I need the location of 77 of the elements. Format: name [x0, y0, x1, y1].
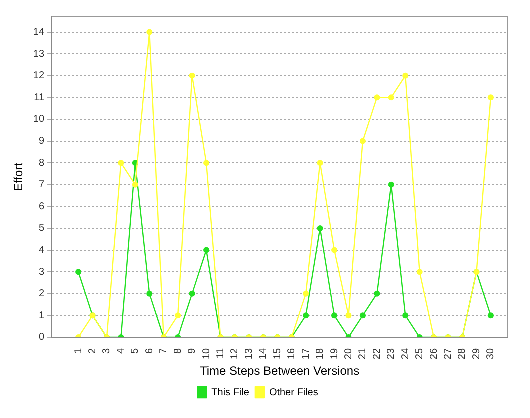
point [416, 269, 423, 276]
x-tick-label: 14 [258, 348, 270, 360]
x-tick-label: 26 [428, 348, 440, 360]
point [488, 94, 494, 101]
point [374, 94, 380, 101]
y-tick-label: 14 [33, 27, 45, 38]
y-tick-label: 8 [38, 158, 45, 169]
y-tick-label: 13 [33, 48, 45, 60]
y-tick-label: 0 [38, 332, 45, 344]
x-tick-label: 30 [486, 348, 497, 360]
x-tick-label: 5 [130, 348, 142, 354]
point [332, 247, 338, 254]
point [317, 225, 324, 232]
x-tick-label: 8 [172, 348, 184, 354]
x-axis-title: Time Steps Between Versions [200, 364, 360, 378]
point [360, 312, 366, 319]
y-tick-label: 9 [38, 136, 45, 148]
y-tick-label: 2 [38, 288, 45, 300]
point [360, 138, 366, 144]
point [132, 182, 138, 188]
y-tick-label: 4 [38, 245, 45, 256]
x-tick-label: 7 [158, 348, 170, 354]
x-tick-label: 28 [457, 348, 468, 360]
x-tick-label: 13 [244, 348, 255, 360]
x-tick-label: 27 [443, 348, 454, 360]
legend-label: Other Files [269, 387, 318, 398]
point [303, 312, 310, 319]
point [332, 312, 338, 319]
point [189, 72, 196, 79]
x-tick-label: 21 [358, 348, 369, 360]
y-tick-label: 5 [38, 223, 45, 234]
point [303, 290, 310, 297]
x-tick-label: 12 [230, 348, 241, 360]
point [402, 72, 409, 79]
x-tick-label: 9 [187, 348, 198, 354]
point [317, 160, 324, 166]
x-tick-label: 1 [73, 348, 84, 354]
point [488, 312, 494, 319]
x-tick-label: 2 [88, 348, 99, 354]
x-tick-label: 24 [400, 348, 412, 360]
x-tick-label: 20 [343, 348, 354, 360]
point [204, 247, 210, 254]
y-tick-label: 11 [34, 92, 45, 104]
y-tick-label: 3 [38, 266, 45, 278]
x-tick-label: 23 [386, 348, 398, 360]
point [189, 290, 196, 297]
point [204, 160, 210, 166]
point [118, 160, 124, 166]
x-tick-label: 11 [215, 348, 226, 359]
x-tick-label: 4 [116, 348, 127, 354]
x-tick-label: 29 [471, 348, 482, 360]
point [76, 269, 82, 276]
y-tick-label: 10 [33, 114, 45, 126]
y-tick-label: 1 [38, 310, 45, 322]
x-tick-label: 19 [329, 348, 340, 360]
point [388, 182, 394, 188]
point [146, 29, 153, 36]
x-tick-label: 10 [201, 348, 212, 360]
y-axis-title: Effort [12, 162, 26, 192]
point [374, 290, 380, 297]
point [402, 312, 409, 319]
point [388, 94, 394, 101]
y-tick-label: 12 [33, 70, 45, 82]
x-tick-label: 22 [372, 348, 383, 360]
point [146, 290, 153, 297]
x-tick-label: 18 [315, 348, 326, 360]
legend-label: This File [212, 387, 250, 398]
x-tick-label: 15 [272, 348, 284, 360]
y-tick-label: 7 [38, 180, 45, 191]
x-tick-label: 6 [144, 348, 156, 354]
x-tick-label: 17 [300, 348, 312, 360]
y-tick-label: 6 [38, 201, 45, 212]
x-tick-label: 16 [286, 348, 298, 360]
x-tick-label: 25 [414, 348, 426, 360]
point [346, 312, 352, 319]
x-tick-label: 3 [102, 348, 113, 354]
point [175, 312, 182, 319]
